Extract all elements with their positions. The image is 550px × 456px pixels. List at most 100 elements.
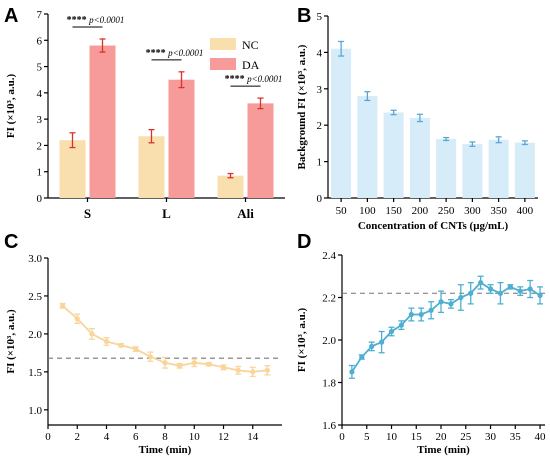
panel-c-x-tick-label: 2 xyxy=(75,431,81,443)
panel-a-category-label: S xyxy=(84,206,91,221)
panel-c-y-tick-label: 3.0 xyxy=(28,253,42,265)
panel-c-y-tick-label: 1.0 xyxy=(28,405,42,417)
panel-b-x-tick-label: 50 xyxy=(336,205,348,217)
panel-b-x-tick-label: 300 xyxy=(464,205,481,217)
panel-a-legend-label-nc: NC xyxy=(242,38,259,52)
panel-a-bar-nc xyxy=(138,136,165,198)
panel-d-data-point xyxy=(379,339,385,345)
panel-d-data-point xyxy=(349,369,355,375)
panel-c-x-tick-label: 10 xyxy=(189,431,201,443)
panel-a-y-tick-label: 2 xyxy=(37,140,43,152)
panel-c-data-point xyxy=(235,367,241,373)
panel-c-x-tick-label: 4 xyxy=(104,431,110,443)
panel-a-category-label: Ali xyxy=(237,206,254,221)
panel-c-data-point xyxy=(206,361,212,367)
panel-c-data-point xyxy=(177,363,183,369)
panel-c-data-point xyxy=(74,316,80,322)
panel-d-x-tick-label: 5 xyxy=(364,431,370,443)
panel-b-x-tick-label: 150 xyxy=(385,205,402,217)
panel-a-y-tick-label: 5 xyxy=(37,62,43,74)
panel-d-x-tick-label: 20 xyxy=(436,431,448,443)
panel-b-y-tick-label: 3 xyxy=(317,84,323,96)
panel-c-y-tick-label: 2.0 xyxy=(28,329,42,341)
panel-b-y-tick-label: 4 xyxy=(317,47,323,59)
panel-c-y-tick-label: 2.5 xyxy=(28,291,42,303)
panel-b-y-axis-label: Background FI (×10³, a.u.) xyxy=(296,44,308,169)
chart-panel-b: 0 1 2 3 4 5 Background FI (×10³, a.u.) 50 100 150… xyxy=(296,11,538,232)
panel-letter-d: D xyxy=(297,231,311,253)
panel-b-x-tick-label: 400 xyxy=(517,205,534,217)
chart-panel-d: 1.6 1.8 2.0 2.2 2.4 0 5 10 15 20 25 30 35 40 Time (min… xyxy=(296,250,546,456)
panel-d-data-point xyxy=(428,307,434,313)
panel-d-x-tick-label: 35 xyxy=(510,431,522,443)
panel-d-x-tick-label: 0 xyxy=(339,431,345,443)
panel-a-legend-swatch-nc xyxy=(210,38,236,50)
panel-d-x-tick-label: 30 xyxy=(485,431,497,443)
panel-c-data-point xyxy=(162,360,168,366)
panel-a-significance-label: **** p<0.0001 xyxy=(67,15,125,26)
panel-a-significance-label: **** p<0.0001 xyxy=(225,74,283,85)
panel-d-x-tick-label: 25 xyxy=(460,431,472,443)
panel-b-y-tick-label: 2 xyxy=(317,120,323,132)
panel-d-data-point xyxy=(388,328,395,335)
panel-b-x-tick-label: 250 xyxy=(438,205,455,217)
panel-letter-c: C xyxy=(4,231,18,253)
panel-d-y-tick-label: 2.0 xyxy=(322,335,336,347)
panel-a-category-label: L xyxy=(162,206,171,221)
panel-c-data-point xyxy=(118,342,124,348)
panel-c-x-tick-label: 0 xyxy=(45,431,51,443)
panel-letter-a: A xyxy=(4,5,18,27)
panel-d-data-point xyxy=(507,284,513,290)
panel-a-y-tick-label: 7 xyxy=(37,9,43,21)
panel-d-y-tick-label: 2.2 xyxy=(322,293,336,305)
panel-a-y-tick-label: 1 xyxy=(37,167,43,179)
panel-c-data-point xyxy=(147,354,153,360)
panel-b-bar xyxy=(331,48,352,199)
panel-d-x-tick-label: 10 xyxy=(386,431,398,443)
panel-c-y-tick-label: 1.5 xyxy=(28,367,42,379)
panel-b-x-tick-label: 100 xyxy=(359,205,376,217)
panel-c-data-point xyxy=(220,364,227,370)
panel-b-bar xyxy=(383,112,404,198)
panel-b-y-tick-label: 0 xyxy=(317,193,323,205)
panel-letter-b: B xyxy=(297,5,311,27)
panel-c-data-point xyxy=(191,360,197,366)
panel-c-x-tick-label: 14 xyxy=(247,431,259,443)
panel-b-bar xyxy=(409,117,430,198)
chart-panel-a: 0 1 2 3 4 5 6 7 FI (×10³, a.u.) S **** p<0.0001 L **… xyxy=(5,9,285,221)
panel-b-x-axis-label: Concentration of CNTs (μg/mL) xyxy=(358,220,509,232)
panel-b-y-tick-label: 5 xyxy=(317,11,323,23)
panel-c-data-point xyxy=(60,303,66,309)
panel-a-bar-da xyxy=(89,45,116,198)
panel-a-bar-da xyxy=(168,79,195,198)
panel-c-data-point xyxy=(89,331,95,337)
panel-c-data-point xyxy=(250,369,256,375)
panel-b-bar xyxy=(488,139,509,198)
panel-d-data-point xyxy=(448,301,454,307)
panel-d-x-axis-label: Time (min) xyxy=(417,444,470,456)
panel-b-x-tick-label: 200 xyxy=(412,205,429,217)
panel-b-bar xyxy=(462,144,483,198)
panel-c-x-axis-label: Time (min) xyxy=(139,444,192,456)
panel-c-data-point xyxy=(264,367,270,373)
panel-c-y-axis-label: FI (×10³, a.u.) xyxy=(5,309,17,374)
panel-d-data-point xyxy=(517,288,523,294)
panel-b-x-tick-label: 350 xyxy=(490,205,507,217)
panel-a-y-tick-label: 3 xyxy=(37,114,43,126)
panel-d-y-tick-label: 1.6 xyxy=(322,420,336,432)
panel-d-y-tick-label: 2.4 xyxy=(322,250,336,262)
panel-d-series-line xyxy=(351,281,541,373)
panel-d-data-point xyxy=(487,286,494,292)
panel-d-data-point xyxy=(408,311,414,318)
panel-a-legend-swatch-da xyxy=(210,58,236,70)
panel-d-data-point xyxy=(497,290,504,296)
panel-d-y-axis-label: FI (×10³, a.u.) xyxy=(296,308,308,373)
panel-a-bar-da xyxy=(247,103,274,198)
panel-d-data-point xyxy=(478,280,484,286)
panel-d-x-tick-label: 15 xyxy=(411,431,423,443)
panel-b-y-tick-label: 1 xyxy=(317,157,323,169)
panel-d-data-point xyxy=(359,354,365,360)
panel-d-y-tick-label: 1.8 xyxy=(322,378,336,390)
panel-b-bar xyxy=(514,142,535,198)
